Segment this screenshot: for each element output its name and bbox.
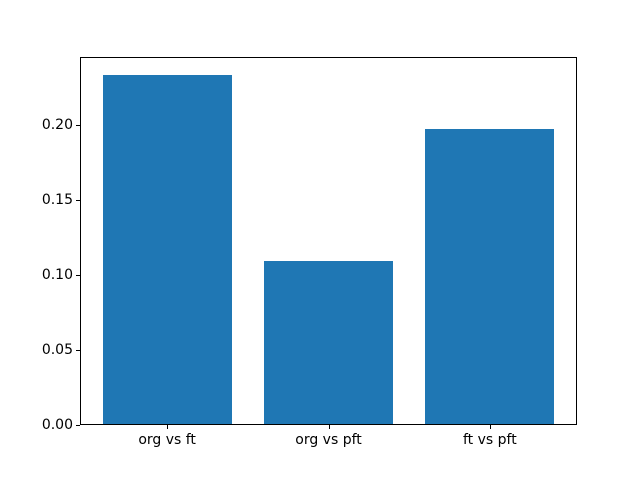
x-tick-label: org vs ft bbox=[138, 432, 196, 448]
bar-ft-vs-pft bbox=[425, 129, 555, 424]
x-tick-label: org vs pft bbox=[295, 432, 362, 448]
y-tick-mark bbox=[76, 274, 80, 276]
x-tick-mark bbox=[489, 425, 491, 429]
y-tick-label: 0.10 bbox=[41, 266, 73, 283]
bar-org-vs-pft bbox=[263, 261, 394, 424]
y-tick-label: 0.15 bbox=[41, 191, 73, 208]
y-tick-label: 0.00 bbox=[41, 417, 73, 433]
y-tick-label: 0.20 bbox=[41, 116, 73, 133]
y-tick-mark bbox=[76, 425, 80, 426]
y-tick-mark bbox=[76, 199, 80, 201]
x-tick-label: ft vs pft bbox=[463, 432, 517, 448]
bar-org-vs-ft bbox=[102, 75, 232, 424]
x-tick-mark bbox=[167, 425, 169, 429]
y-tick-mark bbox=[76, 124, 80, 126]
y-tick-label: 0.05 bbox=[41, 341, 73, 358]
y-tick-mark bbox=[76, 349, 80, 351]
x-tick-mark bbox=[328, 425, 330, 429]
